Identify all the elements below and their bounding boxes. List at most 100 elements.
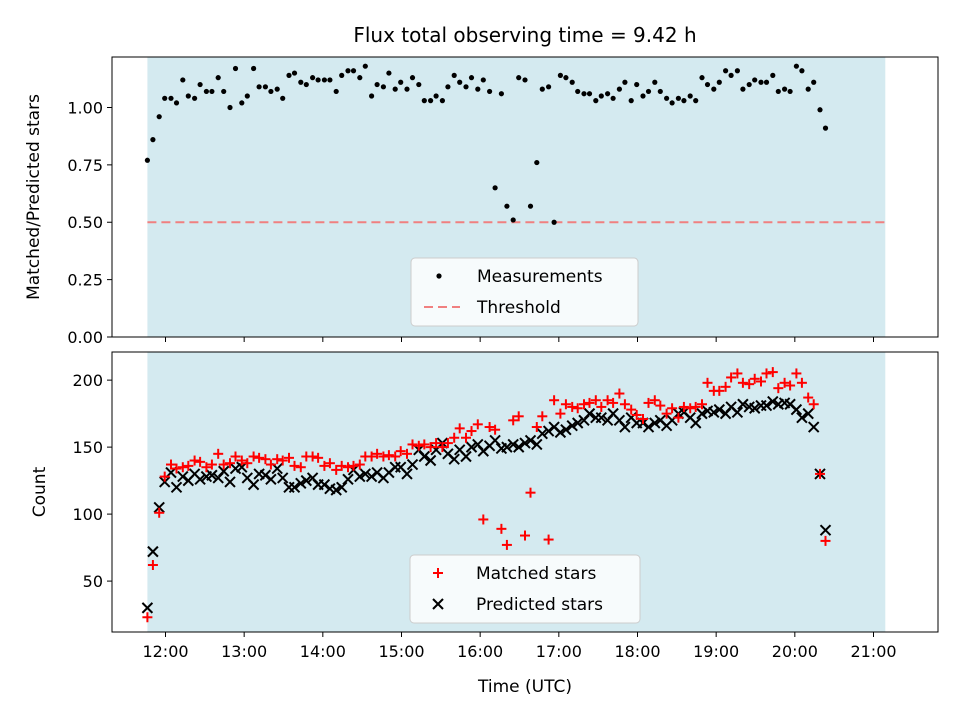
legend-marker-predicted [432, 598, 444, 610]
measurement-point [203, 88, 209, 95]
matched-star-point [614, 388, 625, 399]
predicted-star-point [619, 421, 631, 433]
x-stroke [241, 472, 254, 484]
matched-star-point [737, 377, 748, 388]
matched-star-point [454, 423, 465, 434]
x-tick-label: 16:00 [457, 642, 503, 661]
x-stroke [725, 401, 737, 413]
measurement-point [209, 88, 215, 95]
measurement-point [704, 81, 711, 88]
predicted-star-point [560, 423, 572, 436]
measurement-point [534, 159, 540, 166]
bottom-legend: Matched stars Predicted stars [409, 554, 641, 624]
legend-box [410, 257, 639, 327]
measurement-point [315, 77, 321, 83]
matched-star-point [484, 422, 495, 433]
measurement-point [669, 100, 675, 106]
matched-star-point [761, 368, 772, 379]
y-tick-label: 0.75 [67, 156, 103, 175]
measurement-point [504, 203, 510, 209]
measurement-point [492, 185, 498, 191]
measurement-point [645, 88, 652, 95]
x-stroke [424, 454, 437, 467]
x-stroke [158, 476, 171, 488]
x-stroke [649, 417, 661, 429]
predicted-star-point [595, 411, 608, 424]
matched-star-point [378, 451, 389, 462]
x-stroke [519, 437, 531, 449]
measurement-point [280, 95, 286, 101]
matched-star-point [272, 454, 283, 465]
measurement-point [787, 88, 793, 95]
matched-star-point [549, 395, 560, 406]
matched-star-point [413, 440, 424, 451]
matched-star-point [596, 401, 607, 412]
measurement-point [522, 77, 528, 83]
matched-star-point [206, 459, 217, 470]
predicted-star-point [519, 437, 531, 449]
matched-star-point [195, 456, 206, 467]
measurement-point [150, 137, 156, 143]
matched-star-point [236, 455, 247, 466]
matched-star-point [437, 442, 448, 453]
matched-star-point [678, 401, 689, 412]
x-stroke [737, 398, 749, 410]
measurement-point [634, 81, 640, 88]
matched-stars-points [142, 367, 831, 623]
matched-star-point [419, 439, 430, 450]
bottom-ylabel: Count [30, 466, 50, 517]
predicted-star-point [206, 469, 218, 481]
x-stroke [708, 406, 720, 418]
matched-star-point [815, 468, 825, 479]
measurement-point [723, 68, 729, 74]
matched-star-point [567, 401, 578, 412]
matched-star-point [254, 452, 265, 463]
matched-star-point [490, 424, 501, 435]
matched-star-point [543, 534, 554, 545]
measurement-point [605, 91, 611, 97]
measurement-point [433, 93, 439, 99]
matched-star-point [501, 539, 512, 550]
predicted-stars-points [141, 395, 832, 614]
measurement-point [699, 75, 705, 81]
measurement-point [728, 72, 734, 78]
matched-star-point [560, 399, 571, 410]
measurement-point [180, 77, 186, 83]
measurement-point [291, 70, 298, 76]
predicted-star-point [748, 402, 761, 414]
measurement-point [439, 98, 445, 104]
matched-star-point [171, 463, 182, 474]
predicted-star-point [158, 476, 171, 488]
matched-star-point [478, 514, 489, 525]
predicted-star-point [531, 438, 543, 451]
measurement-point [586, 91, 593, 97]
measurement-point [758, 79, 764, 85]
matched-star-point [756, 376, 766, 387]
matched-star-point [395, 446, 406, 457]
x-stroke [206, 469, 218, 481]
predicted-star-point [696, 407, 708, 420]
predicted-star-point [649, 417, 661, 429]
matched-star-point [590, 395, 601, 406]
x-tick-label: 20:00 [772, 642, 818, 661]
predicted-star-point [401, 468, 413, 480]
x-stroke [224, 476, 236, 488]
measurement-point [687, 93, 693, 99]
predicted-star-point [194, 473, 206, 485]
measurement-point [475, 86, 481, 92]
x-stroke [295, 477, 307, 489]
matched-star-point [331, 464, 342, 475]
measurement-point [251, 65, 257, 72]
measurement-point [693, 98, 699, 104]
x-stroke [743, 401, 755, 413]
predicted-star-point [295, 477, 307, 489]
x-stroke [365, 470, 378, 483]
predicted-star-point [147, 545, 159, 558]
predicted-star-point [424, 454, 437, 467]
x-stroke [354, 470, 366, 483]
measurement-point [192, 95, 198, 101]
legend-box [409, 554, 641, 624]
measurement-point [516, 75, 522, 81]
measurement-point [303, 81, 309, 88]
matched-star-point [354, 459, 365, 470]
